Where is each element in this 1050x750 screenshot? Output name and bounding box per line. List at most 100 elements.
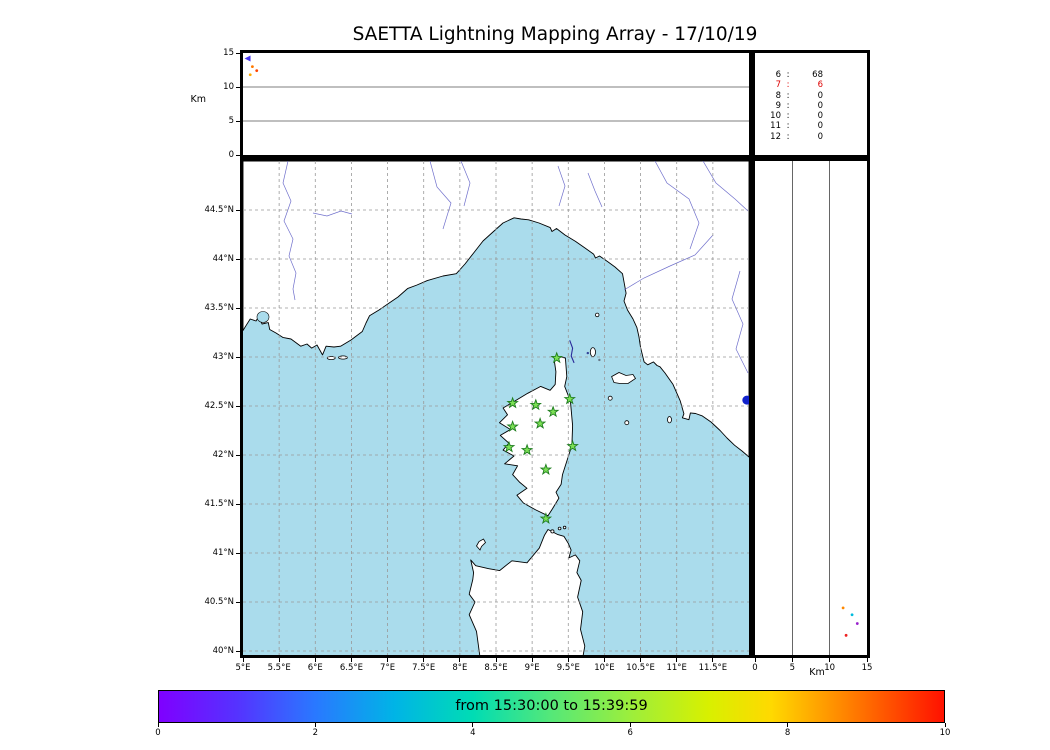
noise-point xyxy=(841,606,845,610)
station-star-marker xyxy=(502,440,516,453)
station-count-id: 11 xyxy=(770,121,781,132)
station-star-marker xyxy=(533,417,547,429)
map-x-tickmark xyxy=(387,658,389,662)
map-data-point xyxy=(586,351,590,355)
right-x-tick-label: 15 xyxy=(861,663,873,673)
island-maddalena xyxy=(562,525,567,530)
altitude-longitude-plot xyxy=(243,55,749,122)
right-x-tick-label: 10 xyxy=(824,663,836,673)
island-montecristo xyxy=(624,420,630,426)
station-count-value: 0 xyxy=(817,131,823,142)
noise-point xyxy=(844,633,848,637)
river xyxy=(587,172,603,208)
station-count-id: 12 xyxy=(770,131,781,142)
map-y-tick-label: 43°N xyxy=(212,352,234,362)
river xyxy=(282,161,297,301)
map-x-tickmark xyxy=(603,658,605,662)
colorbar-tick-label: 4 xyxy=(470,728,476,738)
colorbar-tick-label: 8 xyxy=(784,728,791,738)
map-y-tickmark xyxy=(236,650,240,652)
station-count-value: 68 xyxy=(812,70,823,80)
station-count-value: 0 xyxy=(817,100,823,111)
map-panel xyxy=(240,158,752,658)
map-x-tickmark xyxy=(676,658,678,662)
top-y-tick-label: 5 xyxy=(228,116,234,126)
right-x-tick-label: 0 xyxy=(752,663,758,673)
time-colorbar: from 15:30:00 to 15:39:59 xyxy=(158,690,945,723)
river xyxy=(557,165,566,207)
map-x-tick-label: 9.5°E xyxy=(556,663,580,673)
map-y-tick-label: 43.5°N xyxy=(204,303,234,313)
colorbar-tickmark xyxy=(629,723,631,727)
map-x-tick-label: 5.5°E xyxy=(267,663,291,673)
map-x-tickmark xyxy=(350,658,352,662)
station-count-row: 6: 68 xyxy=(755,70,867,80)
station-count-row: 12: 0 xyxy=(755,132,867,142)
colorbar-tick-label: 6 xyxy=(627,728,633,738)
station-count-value: 0 xyxy=(817,90,823,101)
top-y-tick-label: 15 xyxy=(223,48,234,58)
map-canvas xyxy=(243,161,749,655)
noise-point xyxy=(850,613,854,617)
map-x-tickmark xyxy=(495,658,497,662)
map-y-tick-label: 42°N xyxy=(212,450,234,460)
river xyxy=(731,270,749,374)
top-y-tick-label: 10 xyxy=(223,82,234,92)
colorbar-tickmark xyxy=(787,723,789,727)
map-x-tick-label: 9°E xyxy=(524,663,540,673)
map-y-tick-label: 41°N xyxy=(212,548,234,558)
figure-title: SAETTA Lightning Mapping Array - 17/10/1… xyxy=(352,24,758,45)
map-x-tickmark xyxy=(314,658,316,662)
colorbar-tickmark xyxy=(157,723,159,727)
altitude-vs-latitude-panel xyxy=(752,158,870,658)
altitude-axis-label-top: Km xyxy=(190,94,206,105)
map-x-tickmark xyxy=(712,658,714,662)
station-star-marker xyxy=(566,439,579,452)
map-x-tick-label: 7.5°E xyxy=(412,663,436,673)
map-y-tickmark xyxy=(236,552,240,554)
map-x-tick-label: 10.5°E xyxy=(626,663,655,673)
noise-point xyxy=(248,73,252,77)
station-star-marker xyxy=(520,443,534,456)
map-gridlines xyxy=(243,161,749,655)
top-y-tickmark xyxy=(236,86,240,88)
station-count-colon: : xyxy=(786,131,790,142)
altitude-axis-label-right: Km xyxy=(809,667,825,678)
map-x-tick-label: 6.5°E xyxy=(339,663,363,673)
map-y-tickmark xyxy=(236,454,240,456)
map-x-tickmark xyxy=(640,658,642,662)
map-x-tick-label: 8.5°E xyxy=(484,663,508,673)
colorbar-tickmark xyxy=(472,723,474,727)
river xyxy=(429,161,452,230)
colorbar-tick-label: 0 xyxy=(155,728,161,738)
map-data-point xyxy=(598,358,601,362)
noise-point xyxy=(255,69,259,73)
station-star-marker xyxy=(506,396,519,409)
station-count-colon: : xyxy=(786,80,790,91)
station-star-marker xyxy=(546,405,560,418)
station-count-row: 11: 0 xyxy=(755,121,867,131)
station-star-marker xyxy=(539,463,553,475)
station-star-marker xyxy=(550,351,564,364)
map-x-tick-label: 6°E xyxy=(307,663,323,673)
station-count-row: 10: 0 xyxy=(755,111,867,121)
island-giglio xyxy=(667,416,672,424)
station-count-row: 7: 6 xyxy=(755,80,867,90)
station-count-id: 8 xyxy=(775,90,781,101)
station-star-marker xyxy=(563,392,576,405)
map-y-tickmark xyxy=(236,307,240,309)
lightning-flash-trace xyxy=(569,340,575,364)
right-x-tick-label: 5 xyxy=(789,663,796,673)
island-port-cros xyxy=(338,355,348,360)
river xyxy=(312,210,353,217)
map-x-tickmark xyxy=(242,658,244,662)
station-count-value: 6 xyxy=(817,80,823,91)
lma-station-markers xyxy=(502,351,579,524)
map-y-tickmark xyxy=(236,258,240,260)
station-star-marker xyxy=(539,512,553,524)
geography xyxy=(243,161,749,655)
map-y-tickmark xyxy=(236,601,240,603)
coastline-sardinia xyxy=(468,529,586,655)
map-x-tick-label: 11.5°E xyxy=(698,663,728,673)
map-y-tick-label: 44°N xyxy=(212,254,234,264)
